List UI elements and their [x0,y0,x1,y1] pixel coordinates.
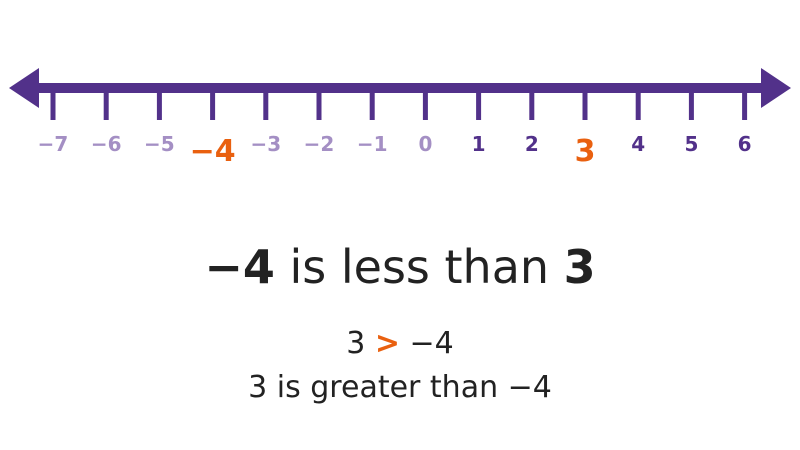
tick-mark [635,90,641,120]
tick-mark [582,90,588,120]
tick-label: 5 [684,132,698,156]
inequality: 3 > −4 [0,326,800,361]
comparison-text: is less than [274,240,564,294]
tick-mark [263,90,269,120]
tick-mark [742,90,748,120]
number-line: −7 −6 −5 −4 −3 −2 −1 0 1 2 3 4 5 6 [9,68,791,169]
tick-mark [103,90,109,120]
tick-mark [476,90,482,120]
tick-label: 3 [575,134,596,169]
inequality-left: 3 [346,326,375,361]
greater-than-symbol: > [374,326,400,361]
tick-mark [156,90,162,120]
tick-label: 4 [631,132,645,156]
tick-label: −5 [144,132,175,156]
tick-label: 2 [525,132,539,156]
tick-mark [210,90,216,120]
inequality-right: −4 [400,326,454,361]
tick-label: −4 [190,134,236,169]
comparison-statement: −4 is less than 3 [0,240,800,294]
left-arrow-head [9,68,39,108]
tick-label: 1 [472,132,486,156]
value-b: 3 [563,240,596,294]
tick-mark [688,90,694,120]
tick-mark [50,90,56,120]
tick-label: 0 [418,132,432,156]
tick-label: −6 [91,132,122,156]
tick-mark [316,90,322,120]
value-a: −4 [204,240,275,294]
inequality-words: 3 is greater than −4 [248,370,552,405]
tick-label: −7 [38,132,69,156]
tick-label: 6 [738,132,752,156]
tick-label: −1 [357,132,388,156]
number-line-axis [36,83,764,93]
tick-mark [422,90,428,120]
tick-label: −3 [250,132,281,156]
tick-mark [529,90,535,120]
right-arrow-head [761,68,791,108]
tick-mark [369,90,375,120]
tick-label: −2 [304,132,335,156]
